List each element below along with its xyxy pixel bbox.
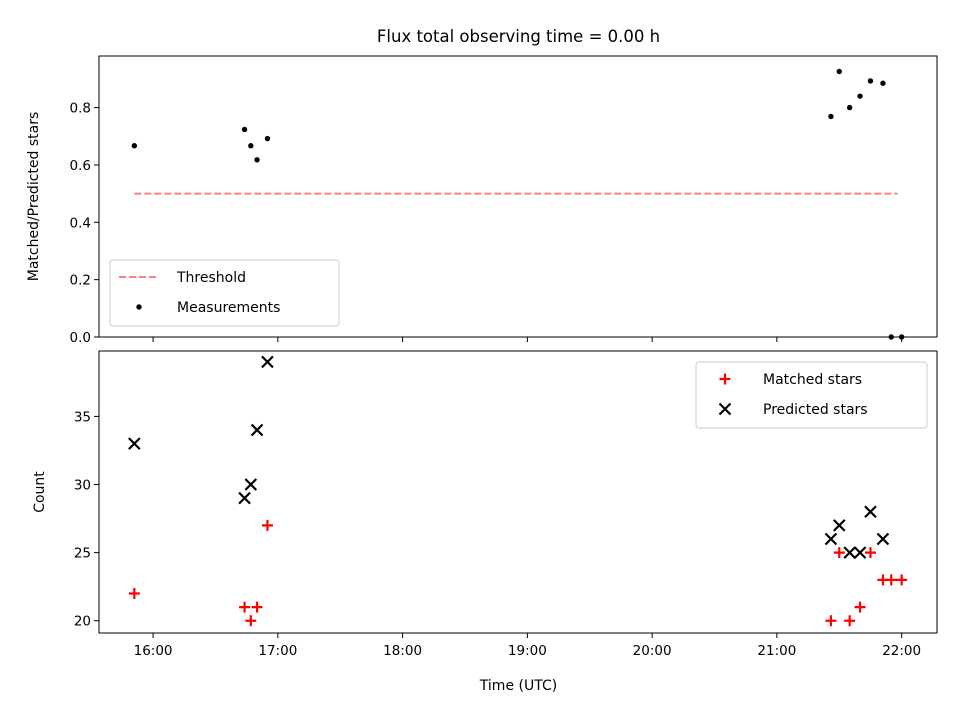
predicted-star-point [876, 532, 890, 546]
predicted-star-point [824, 532, 838, 546]
predicted-star-point [853, 546, 867, 559]
predicted-star-point [832, 519, 846, 532]
measurement-point [880, 80, 886, 86]
legend-label: Measurements [177, 300, 280, 316]
matched-star-point [844, 615, 856, 627]
y-tick-label: 0.0 [70, 330, 91, 346]
x-tick-label: 19:00 [508, 643, 547, 659]
count-panel: 16:00 17:00 18:00 19:00 20:00 21:00 22:00 20 25 3… [32, 350, 938, 659]
matched-star-point [128, 587, 140, 599]
measurement-point [241, 126, 248, 133]
measurement-point [264, 135, 271, 142]
y-tick-label: 30 [74, 478, 91, 494]
predicted-star-point [238, 491, 251, 505]
predicted-star-point [128, 437, 141, 450]
matched-star-point [833, 547, 845, 559]
x-tick-label: 18:00 [383, 643, 422, 659]
y-tick-label: 25 [74, 546, 91, 562]
x-tick-label: 17:00 [258, 643, 297, 659]
x-tick-label: 20:00 [633, 643, 672, 659]
x-tick-label: 22:00 [882, 643, 921, 659]
y-tick-label: 0.6 [70, 158, 91, 174]
predicted-star-point [261, 355, 274, 369]
y-axis-label: Count [32, 471, 48, 513]
predicted-star-point [250, 423, 264, 437]
matched-star-point [885, 574, 897, 586]
matched-star-point [864, 547, 876, 559]
legend-box [695, 361, 928, 429]
matched-star-point [896, 574, 908, 586]
predicted-star-point [843, 546, 856, 559]
measurement-point [131, 143, 138, 149]
matched-star-point [854, 601, 866, 613]
legend-box [109, 259, 340, 327]
y-tick-label: 0.2 [70, 273, 91, 289]
measurement-point [867, 78, 874, 84]
predicted-star-point [864, 505, 877, 519]
legend-measurement-handle [136, 304, 142, 310]
legend-label: Matched stars [763, 372, 862, 388]
matched-star-point [245, 615, 257, 627]
predicted-star-point [244, 478, 258, 491]
matched-star-point [239, 601, 251, 613]
x-tick-label: 21:00 [757, 643, 796, 659]
measurement-point [248, 143, 254, 149]
figure-title: Flux total observing time = 0.00 h [377, 27, 660, 46]
axes-frame [98, 55, 938, 338]
legend-matched-handle [719, 373, 731, 385]
measurement-point [828, 113, 834, 120]
x-axis-label: Time (UTC) [479, 678, 557, 694]
measurement-point [254, 157, 260, 163]
y-tick-label: 20 [74, 614, 91, 630]
axes-frame [98, 350, 938, 634]
matched-star-point [251, 601, 263, 613]
legend-label: Threshold [176, 270, 246, 286]
measurement-point [836, 68, 842, 75]
measurement-point [857, 93, 863, 99]
y-axis-label: Matched/Predicted stars [26, 112, 42, 282]
legend-predicted-handle [718, 402, 732, 416]
y-tick-label: 0.8 [70, 101, 91, 117]
legend-label: Predicted stars [763, 402, 868, 418]
matched-star-point [825, 615, 837, 627]
y-tick-label: 0.4 [70, 215, 91, 231]
x-tick-label: 16:00 [134, 643, 173, 659]
matched-star-point [261, 519, 273, 531]
measurement-point [846, 104, 853, 111]
ratio-panel: 0.0 0.2 0.4 0.6 0.8 Matched/Predicted stars Th… [26, 55, 938, 346]
y-tick-label: 35 [74, 409, 91, 425]
